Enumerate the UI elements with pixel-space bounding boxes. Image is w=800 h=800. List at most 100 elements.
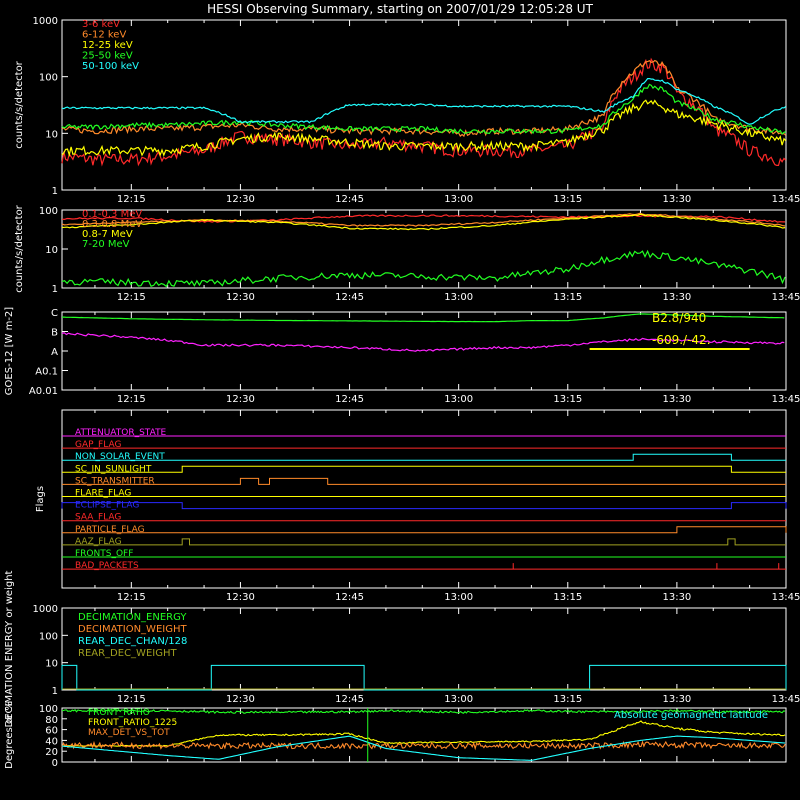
p4-xtick-label: 13:30 — [662, 592, 691, 603]
p4-flag-line — [62, 477, 786, 485]
p5-legend-entry: DECIMATION_WEIGHT — [78, 624, 187, 635]
p1-xtick-label: 13:30 — [662, 194, 691, 205]
p4-flag-label: BAD_PACKETS — [75, 561, 139, 571]
p3-xtick-label: 13:15 — [553, 394, 582, 405]
p4-frame — [61, 409, 787, 589]
p3-ylabel: GOES-12 [W m-2] — [4, 307, 15, 395]
p3-ytick-label: A0.01 — [29, 386, 58, 397]
p3-ytick-label: B — [51, 328, 58, 339]
panel-low-energy: 12:15 12:30 12:45 13:00 13:15 13:30 13:45 1 10 10… — [14, 16, 800, 205]
p1-series-line — [61, 78, 787, 125]
p1-legend-entry: 6-12 keV — [82, 30, 126, 41]
p4-flag-line — [62, 453, 786, 461]
p1-ytick-label: 10 — [45, 129, 58, 140]
p2-ytick-label: 1 — [52, 284, 58, 295]
panels-group: 12:15 12:30 12:45 13:00 13:15 13:30 13:4511010… — [4, 16, 800, 769]
p6-series-line — [61, 708, 786, 715]
p2-xtick-label: 12:30 — [226, 292, 255, 303]
p5-ytick-label: 1 — [52, 686, 58, 697]
p1-series-line — [61, 99, 787, 158]
p1-xtick-label: 13:45 — [772, 194, 800, 205]
p1-legend-entry: 50-100 keV — [82, 61, 139, 72]
p4-flag-label: FLARE_FLAG — [75, 489, 131, 499]
p2-ylabel: counts/s/detector — [14, 204, 25, 292]
p3-annotation: -609./-42. — [652, 333, 711, 347]
p3-ytick-label: C — [51, 308, 58, 319]
p1-xtick-label: 13:00 — [444, 194, 473, 205]
panel-high-energy: 12:15 12:30 12:45 13:00 13:15 13:30 13:45 1 10 10… — [14, 204, 800, 303]
panel-decimation: 12:15 12:30 12:45 13:00 13:15 13:30 13:45 1 10 10… — [4, 570, 800, 727]
panel-goes: 12:15 12:30 12:45 13:00 13:15 13:30 13:45 CBA A0… — [4, 307, 800, 405]
p3-xtick-label: 13:00 — [444, 394, 473, 405]
p4-flag-label: GAP_FLAG — [75, 440, 121, 450]
p4-flag-label: SC_IN_SUNLIGHT — [75, 464, 152, 474]
p4-flag-label: SAA_FLAG — [75, 513, 121, 523]
panel-flags: 12:15 12:30 12:45 13:00 13:15 13:30 13:45 Flags… — [35, 409, 800, 603]
p4-ylabel: Flags — [35, 486, 46, 512]
p5-xtick-label: 12:15 — [117, 694, 146, 705]
p4-flag-label: ECLIPSE_FLAG — [75, 501, 139, 511]
p5-xtick-label: 13:00 — [444, 694, 473, 705]
p6-series-line — [61, 720, 786, 747]
p4-flag-line — [62, 526, 787, 534]
p5-rear-dec-line — [61, 664, 787, 691]
p5-legend-entry: DECIMATION_ENERGY — [78, 612, 187, 623]
p4-xtick-label: 12:45 — [335, 592, 364, 603]
p4-flag-label: AAZ_FLAG — [75, 537, 122, 547]
chart-title: HESSI Observing Summary, starting on 200… — [207, 2, 593, 16]
p6-ytick-label: 100 — [39, 704, 58, 715]
p4-flag-line — [61, 502, 787, 510]
p5-legend-entry: REAR_DEC_WEIGHT — [78, 648, 177, 659]
p2-ytick-label: 100 — [39, 206, 58, 217]
p3-xtick-label: 12:15 — [117, 394, 146, 405]
p1-xtick-label: 12:30 — [226, 194, 255, 205]
p3-xtick-label: 12:30 — [226, 394, 255, 405]
p3-xtick-label: 13:30 — [662, 394, 691, 405]
p2-legend-entry: 0.1-0.3 MeV — [82, 209, 142, 220]
p6-ytick-label: 40 — [45, 736, 58, 747]
p1-series-line — [61, 59, 787, 138]
p4-flag-label: ATTENUATOR_STATE — [75, 428, 167, 438]
p2-xtick-label: 12:45 — [335, 292, 364, 303]
p5-ytick-label: 1000 — [33, 604, 58, 615]
p6-ytick-label: 80 — [45, 715, 58, 726]
p6-series-line — [61, 735, 786, 761]
p4-flag-label: NON_SOLAR_EVENT — [75, 452, 165, 462]
p6-ytick-label: 0 — [52, 758, 58, 769]
p1-series-line — [61, 83, 787, 135]
p4-flag-line — [62, 538, 786, 546]
p5-ylabel: DECIMATION ENERGY or weight — [4, 570, 15, 727]
p4-xtick-label: 13:00 — [444, 592, 473, 603]
p3-annotation: B2.8/940 — [652, 311, 706, 325]
p5-ytick-label: 10 — [45, 659, 58, 670]
p3-series-line — [62, 313, 785, 323]
p1-series-line — [61, 57, 787, 167]
p3-ytick-label: A — [51, 347, 58, 358]
p2-ytick-label: 10 — [45, 245, 58, 256]
p5-ytick-label: 100 — [39, 631, 58, 642]
p2-legend-entry: 7-20 MeV — [82, 239, 130, 250]
p3-ytick-label: A0.1 — [35, 367, 58, 378]
p3-xtick-label: 13:45 — [772, 394, 800, 405]
p2-series-line — [61, 213, 786, 231]
p2-xtick-label: 13:45 — [772, 292, 800, 303]
p3-series-line — [61, 332, 785, 352]
p3-xtick-label: 12:45 — [335, 394, 364, 405]
p2-xtick-label: 13:15 — [553, 292, 582, 303]
p2-series-line — [61, 249, 786, 288]
p5-xtick-label: 12:45 — [335, 694, 364, 705]
p6-series-line — [61, 740, 786, 751]
p6-annotation: Absolute geomagnetic latitude — [614, 710, 768, 721]
p2-xtick-label: 12:15 — [117, 292, 146, 303]
p2-xtick-label: 13:00 — [444, 292, 473, 303]
p1-ytick-label: 1 — [52, 186, 58, 197]
p1-ytick-label: 100 — [39, 73, 58, 84]
p5-xtick-label: 12:30 — [226, 694, 255, 705]
p4-xtick-label: 12:15 — [117, 592, 146, 603]
p5-xtick-label: 13:30 — [662, 694, 691, 705]
p4-xtick-label: 12:30 — [226, 592, 255, 603]
p6-legend-entry: FRONT_RATIO_1225 — [88, 718, 177, 728]
p6-ylabel: Degrees or % — [4, 701, 15, 769]
